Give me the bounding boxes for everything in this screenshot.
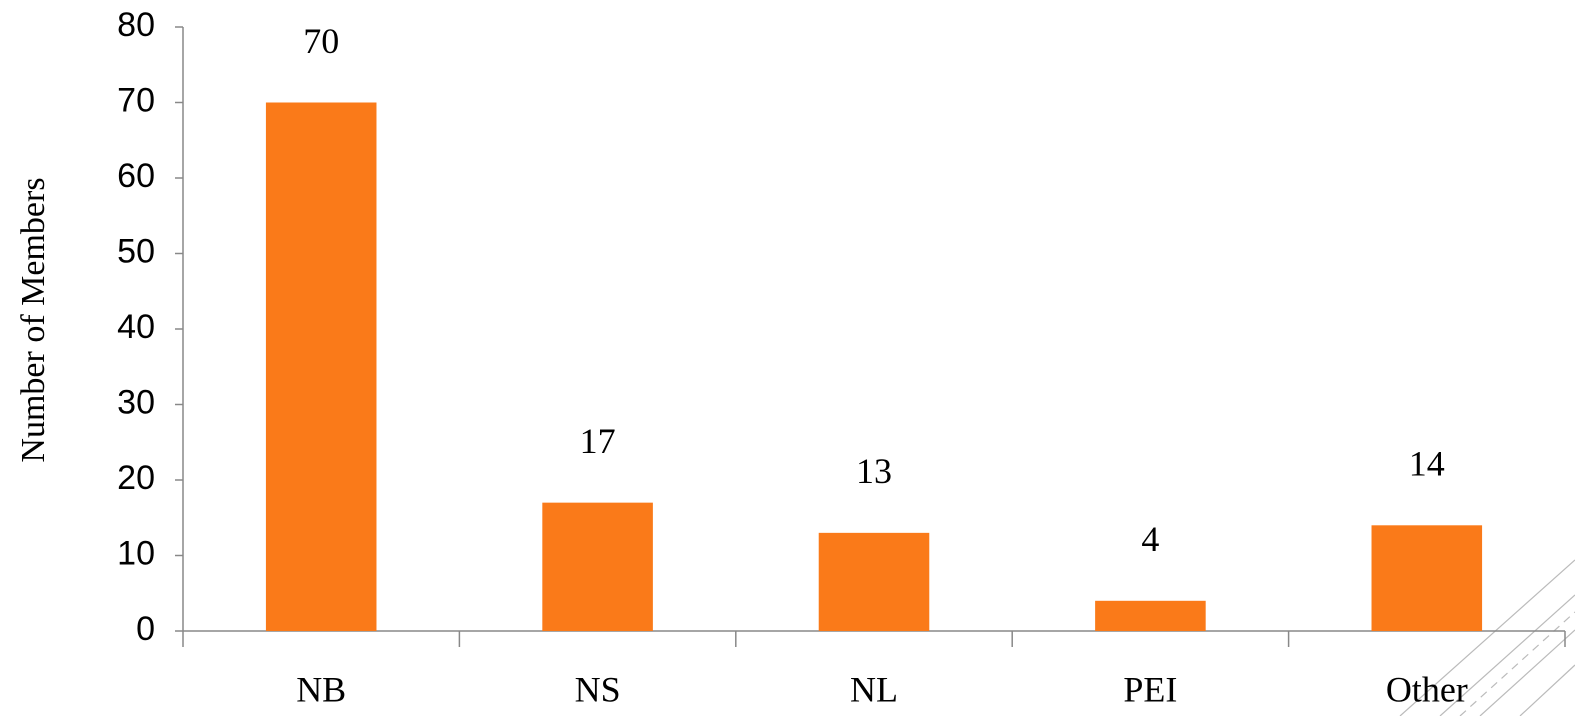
y-tick-label: 80 [117,6,155,44]
bar [265,102,377,631]
x-tick-label: PEI [1123,669,1177,709]
x-tick-label: NL [850,669,898,709]
value-label: 17 [580,421,616,461]
value-label: 70 [303,21,339,61]
y-tick-label: 40 [117,308,155,346]
y-tick-label: 50 [117,232,155,270]
bar [542,502,653,631]
y-axis-title: Number of Members [15,177,52,462]
bar [1371,525,1483,631]
x-tick-label: Other [1386,669,1468,709]
value-label: 14 [1409,444,1445,484]
value-label: 13 [856,451,892,491]
y-tick-label: 60 [117,157,155,195]
bar [818,532,930,631]
y-tick-label: 10 [117,534,155,572]
y-tick-label: 0 [136,610,155,648]
decoration [1399,559,1575,716]
value-label: 4 [1141,519,1159,559]
y-tick-label: 30 [117,383,155,421]
x-tick-label: NB [296,669,346,709]
y-tick-label: 20 [117,459,155,497]
x-tick-label: NS [575,669,621,709]
y-tick-label: 70 [117,81,155,119]
bar [1095,600,1206,631]
